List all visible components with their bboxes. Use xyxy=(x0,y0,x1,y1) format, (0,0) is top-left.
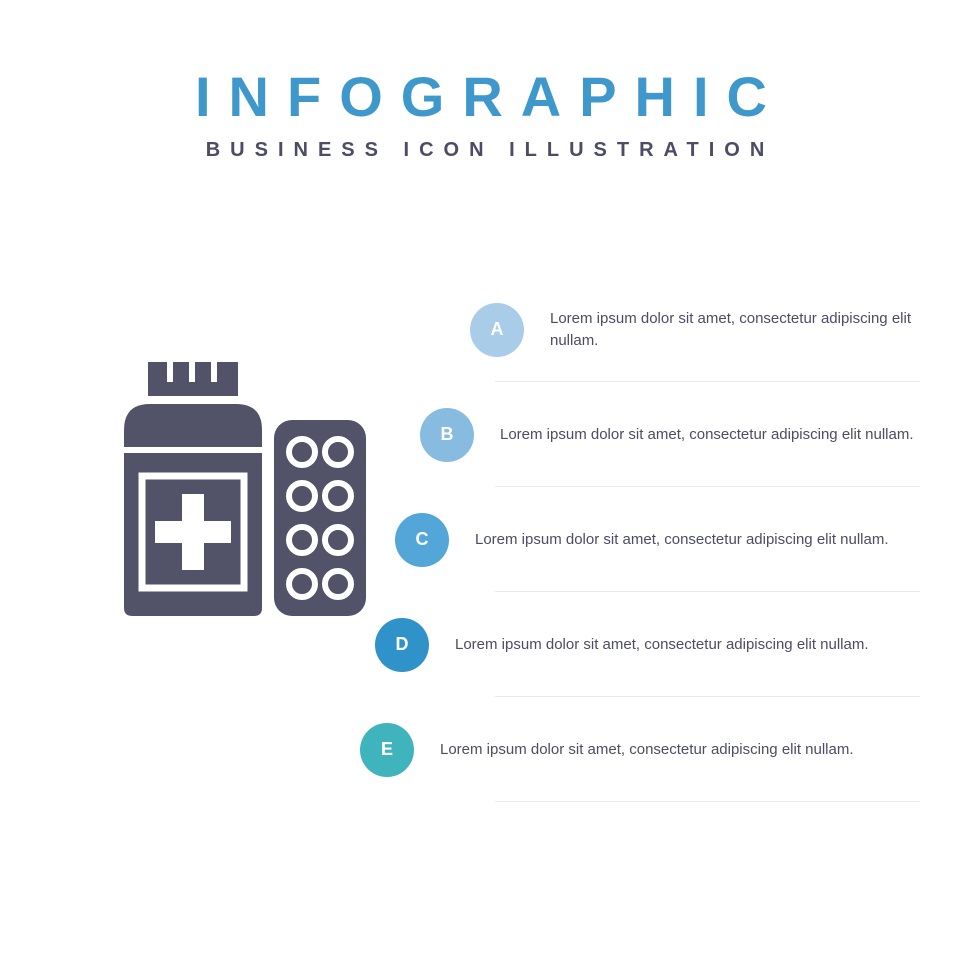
steps-list: A Lorem ipsum dolor sit amet, consectetu… xyxy=(360,277,950,802)
step-b: B Lorem ipsum dolor sit amet, consectetu… xyxy=(360,382,950,487)
step-text-b: Lorem ipsum dolor sit amet, consectetur … xyxy=(474,424,950,446)
step-circle-b: B xyxy=(420,408,474,462)
main-title: INFOGRAPHIC xyxy=(0,64,980,129)
step-a: A Lorem ipsum dolor sit amet, consectetu… xyxy=(360,277,950,382)
subtitle: BUSINESS ICON ILLUSTRATION xyxy=(0,139,980,162)
step-text-c: Lorem ipsum dolor sit amet, consectetur … xyxy=(449,529,950,551)
step-circle-a: A xyxy=(470,303,524,357)
step-circle-d: D xyxy=(375,618,429,672)
step-text-d: Lorem ipsum dolor sit amet, consectetur … xyxy=(429,634,950,656)
step-circle-c: C xyxy=(395,513,449,567)
step-text-e: Lorem ipsum dolor sit amet, consectetur … xyxy=(414,739,950,761)
step-d: D Lorem ipsum dolor sit amet, consectetu… xyxy=(360,592,950,697)
step-circle-e: E xyxy=(360,723,414,777)
medicine-icon xyxy=(110,352,370,632)
step-e: E Lorem ipsum dolor sit amet, consectetu… xyxy=(360,697,950,802)
step-c: C Lorem ipsum dolor sit amet, consectetu… xyxy=(360,487,950,592)
step-text-a: Lorem ipsum dolor sit amet, consectetur … xyxy=(524,308,950,352)
header: INFOGRAPHIC BUSINESS ICON ILLUSTRATION xyxy=(0,0,980,162)
divider xyxy=(495,801,920,802)
